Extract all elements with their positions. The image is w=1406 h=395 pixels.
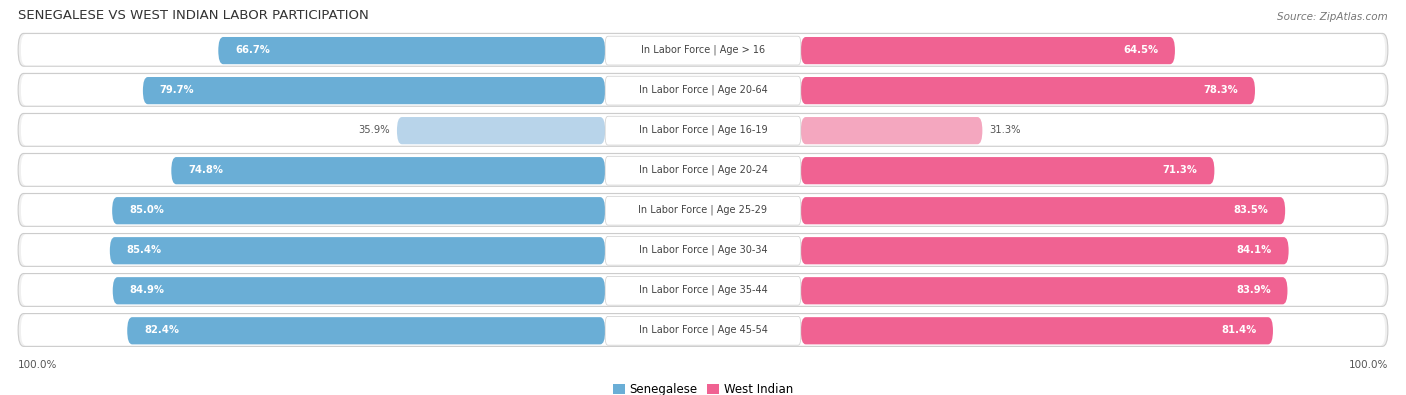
Text: Source: ZipAtlas.com: Source: ZipAtlas.com	[1277, 12, 1388, 22]
Text: 74.8%: 74.8%	[188, 165, 224, 175]
Text: 83.5%: 83.5%	[1233, 205, 1268, 215]
FancyBboxPatch shape	[801, 197, 1285, 224]
FancyBboxPatch shape	[605, 156, 801, 185]
Text: In Labor Force | Age > 16: In Labor Force | Age > 16	[641, 45, 765, 55]
Text: 82.4%: 82.4%	[143, 325, 179, 335]
FancyBboxPatch shape	[127, 317, 605, 344]
FancyBboxPatch shape	[605, 276, 801, 305]
Text: 84.9%: 84.9%	[129, 285, 165, 295]
FancyBboxPatch shape	[605, 36, 801, 65]
Text: 79.7%: 79.7%	[160, 85, 194, 95]
FancyBboxPatch shape	[801, 277, 1288, 305]
Text: 100.0%: 100.0%	[18, 360, 58, 371]
FancyBboxPatch shape	[801, 317, 1272, 344]
Text: 35.9%: 35.9%	[359, 125, 389, 135]
FancyBboxPatch shape	[801, 37, 1175, 64]
Text: In Labor Force | Age 25-29: In Labor Force | Age 25-29	[638, 205, 768, 215]
FancyBboxPatch shape	[605, 236, 801, 265]
FancyBboxPatch shape	[172, 157, 605, 184]
FancyBboxPatch shape	[18, 194, 1388, 226]
FancyBboxPatch shape	[801, 117, 983, 144]
FancyBboxPatch shape	[801, 77, 1256, 104]
Text: In Labor Force | Age 30-34: In Labor Force | Age 30-34	[638, 245, 768, 255]
Text: 85.0%: 85.0%	[129, 205, 163, 215]
Text: In Labor Force | Age 20-64: In Labor Force | Age 20-64	[638, 85, 768, 95]
Text: 78.3%: 78.3%	[1204, 85, 1239, 95]
FancyBboxPatch shape	[18, 73, 1388, 106]
Text: 100.0%: 100.0%	[1348, 360, 1388, 371]
FancyBboxPatch shape	[18, 233, 1388, 266]
FancyBboxPatch shape	[605, 76, 801, 105]
Text: 64.5%: 64.5%	[1123, 45, 1159, 55]
Text: In Labor Force | Age 35-44: In Labor Force | Age 35-44	[638, 285, 768, 295]
FancyBboxPatch shape	[801, 237, 1289, 264]
Text: 66.7%: 66.7%	[235, 45, 270, 55]
FancyBboxPatch shape	[18, 154, 1388, 186]
Text: 83.9%: 83.9%	[1236, 285, 1271, 295]
Text: 84.1%: 84.1%	[1237, 245, 1272, 255]
Text: In Labor Force | Age 45-54: In Labor Force | Age 45-54	[638, 325, 768, 335]
FancyBboxPatch shape	[21, 74, 1385, 105]
Text: 71.3%: 71.3%	[1163, 165, 1198, 175]
FancyBboxPatch shape	[605, 196, 801, 225]
Legend: Senegalese, West Indian: Senegalese, West Indian	[613, 383, 793, 395]
Text: SENEGALESE VS WEST INDIAN LABOR PARTICIPATION: SENEGALESE VS WEST INDIAN LABOR PARTICIP…	[18, 9, 368, 22]
FancyBboxPatch shape	[18, 314, 1388, 346]
FancyBboxPatch shape	[110, 237, 605, 264]
Text: 31.3%: 31.3%	[990, 125, 1021, 135]
FancyBboxPatch shape	[21, 234, 1385, 265]
FancyBboxPatch shape	[21, 314, 1385, 346]
FancyBboxPatch shape	[18, 113, 1388, 146]
FancyBboxPatch shape	[396, 117, 605, 144]
FancyBboxPatch shape	[21, 275, 1385, 306]
Text: 85.4%: 85.4%	[127, 245, 162, 255]
FancyBboxPatch shape	[21, 114, 1385, 145]
Text: In Labor Force | Age 16-19: In Labor Force | Age 16-19	[638, 124, 768, 135]
FancyBboxPatch shape	[21, 194, 1385, 226]
FancyBboxPatch shape	[605, 116, 801, 145]
FancyBboxPatch shape	[18, 34, 1388, 66]
Text: In Labor Force | Age 20-24: In Labor Force | Age 20-24	[638, 165, 768, 175]
FancyBboxPatch shape	[112, 277, 605, 305]
Text: 81.4%: 81.4%	[1220, 325, 1256, 335]
FancyBboxPatch shape	[18, 274, 1388, 307]
FancyBboxPatch shape	[605, 316, 801, 345]
FancyBboxPatch shape	[21, 34, 1385, 66]
FancyBboxPatch shape	[801, 157, 1215, 184]
FancyBboxPatch shape	[112, 197, 605, 224]
FancyBboxPatch shape	[218, 37, 605, 64]
FancyBboxPatch shape	[143, 77, 605, 104]
FancyBboxPatch shape	[21, 154, 1385, 186]
